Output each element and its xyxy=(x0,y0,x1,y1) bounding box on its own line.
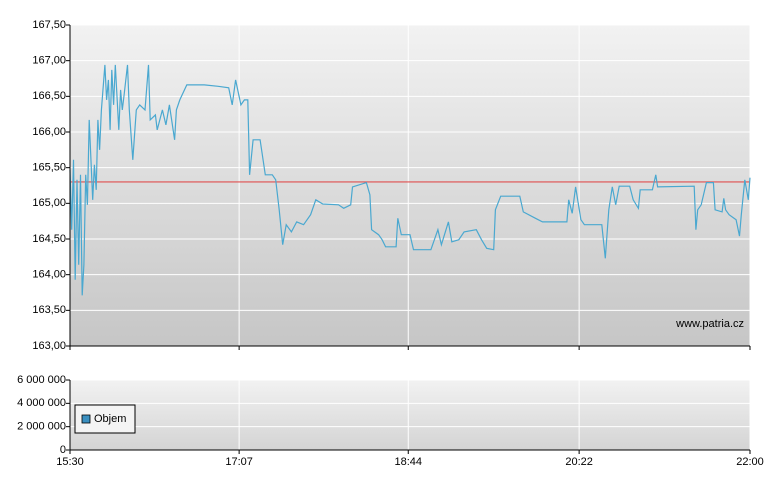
y-tick-label: 167,00 xyxy=(32,55,66,67)
y-tick-label: 166,00 xyxy=(32,126,66,138)
x-tick-label: 22:00 xyxy=(736,456,764,468)
y-tick-label: 165,00 xyxy=(32,197,66,209)
legend-label: Objem xyxy=(94,413,126,425)
y-tick-label: 164,50 xyxy=(32,233,66,245)
plot-area xyxy=(70,25,750,346)
y-tick-label: 164,00 xyxy=(32,269,66,281)
price-line xyxy=(69,64,751,296)
y-tick-label: 4 000 000 xyxy=(17,397,66,409)
y-tick-label: 0 xyxy=(60,444,66,456)
y-tick-label: 165,50 xyxy=(32,162,66,174)
y-tick-label: 167,50 xyxy=(32,19,66,31)
x-tick-label: 18:44 xyxy=(394,456,422,468)
y-tick-label: 6 000 000 xyxy=(17,374,66,386)
y-tick-label: 2 000 000 xyxy=(17,421,66,433)
watermark: www.patria.cz xyxy=(675,318,744,330)
legend-swatch xyxy=(81,414,91,424)
y-tick-label: 163,50 xyxy=(32,304,66,316)
x-tick-label: 20:22 xyxy=(565,456,593,468)
x-tick-label: 15:30 xyxy=(56,456,84,468)
x-tick-label: 17:07 xyxy=(225,456,253,468)
plot-area xyxy=(70,380,750,450)
y-tick-label: 163,00 xyxy=(32,340,66,352)
y-tick-label: 166,50 xyxy=(32,90,66,102)
